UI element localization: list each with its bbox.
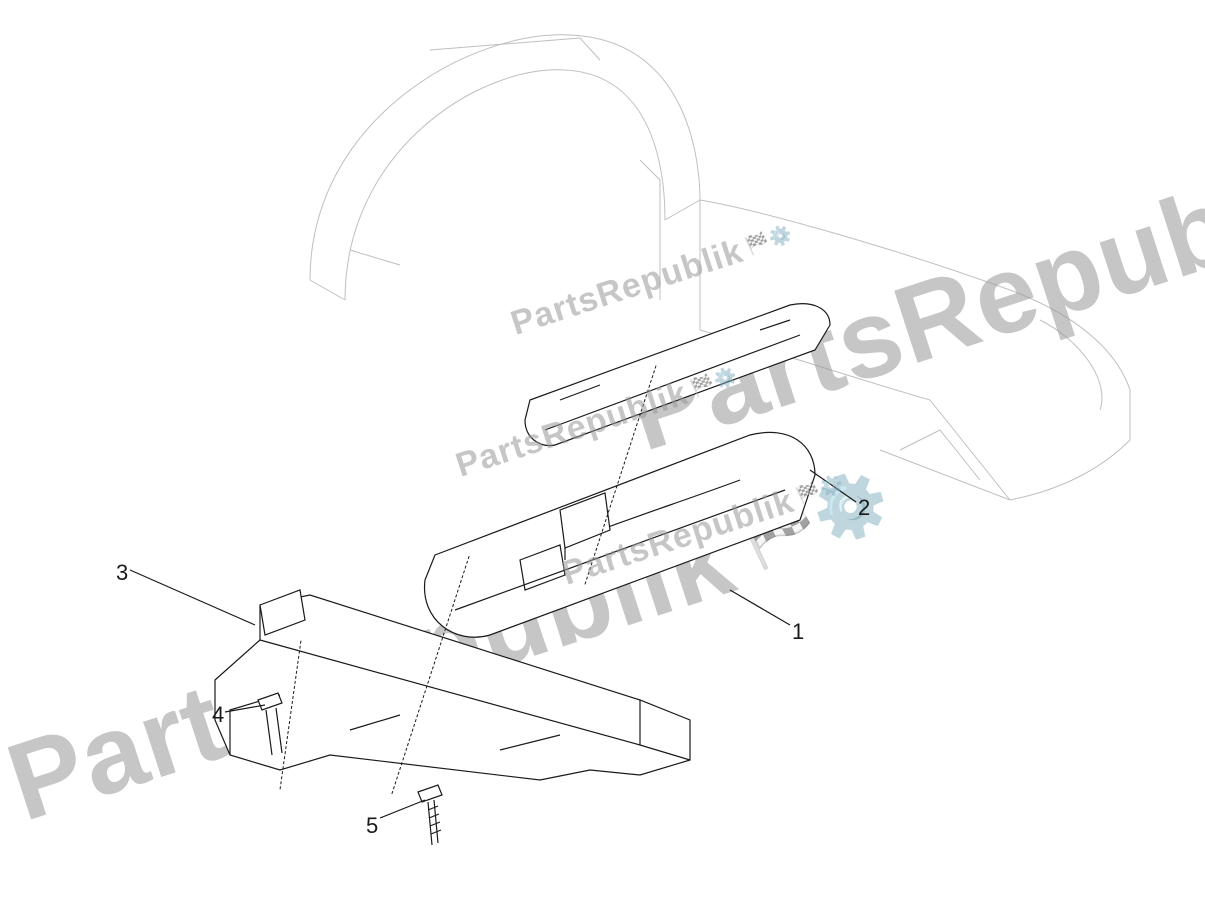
part-5	[418, 785, 442, 845]
callout-5: 5	[366, 813, 378, 839]
exploded-parts	[0, 0, 1205, 904]
part-2	[525, 304, 830, 446]
callout-4: 4	[212, 702, 224, 728]
callout-2: 2	[858, 495, 870, 521]
diagram-canvas: PartsRepublik 🏁⚙️ PartsRepublik 🏁⚙️	[0, 0, 1205, 904]
callout-3: 3	[116, 560, 128, 586]
part-1	[425, 432, 815, 637]
callout-1: 1	[792, 619, 804, 645]
